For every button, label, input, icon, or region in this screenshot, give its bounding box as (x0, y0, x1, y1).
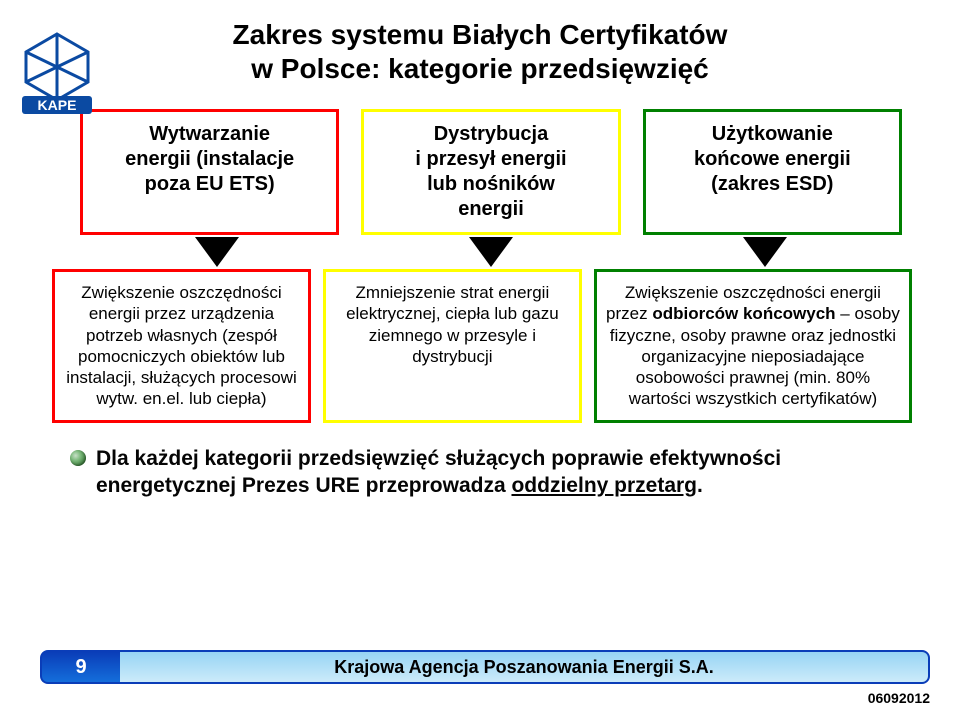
bullet-text: Dla każdej kategorii przedsięwzięć służą… (96, 445, 904, 500)
category-generation: Wytwarzanie energii (instalacje poza EU … (80, 109, 339, 235)
slide-number: 9 (40, 650, 120, 684)
arrow-down-icon (743, 237, 787, 267)
title-line2: w Polsce: kategorie przedsięwzięć (251, 53, 709, 84)
category-row: Wytwarzanie energii (instalacje poza EU … (80, 109, 902, 235)
desc-generation: Zwiększenie oszczędności energii przez u… (52, 269, 311, 423)
arrow-row (80, 237, 902, 267)
bullet-icon (70, 450, 86, 466)
desc-enduse: Zwiększenie oszczędności energii przez o… (594, 269, 912, 423)
category-enduse: Użytkowanie końcowe energii (zakres ESD) (643, 109, 902, 235)
arrow-down-icon (469, 237, 513, 267)
category-distribution: Dystrybucja i przesył energii lub nośnik… (361, 109, 620, 235)
slide-title: Zakres systemu Białych Certyfikatów w Po… (30, 18, 930, 85)
footer-date: 06092012 (868, 690, 930, 706)
footer-bar: 9 Krajowa Agencja Poszanowania Energii S… (40, 650, 930, 684)
title-line1: Zakres systemu Białych Certyfikatów (233, 19, 728, 50)
description-row: Zwiększenie oszczędności energii przez u… (52, 269, 912, 423)
bullet-item: Dla każdej kategorii przedsięwzięć służą… (70, 445, 904, 500)
arrow-down-icon (195, 237, 239, 267)
logo-text: KAPE (38, 97, 77, 113)
desc-distribution: Zmniejszenie strat energii elektrycznej,… (323, 269, 582, 423)
footer-org: Krajowa Agencja Poszanowania Energii S.A… (120, 650, 930, 684)
kape-logo: KAPE (20, 30, 94, 121)
